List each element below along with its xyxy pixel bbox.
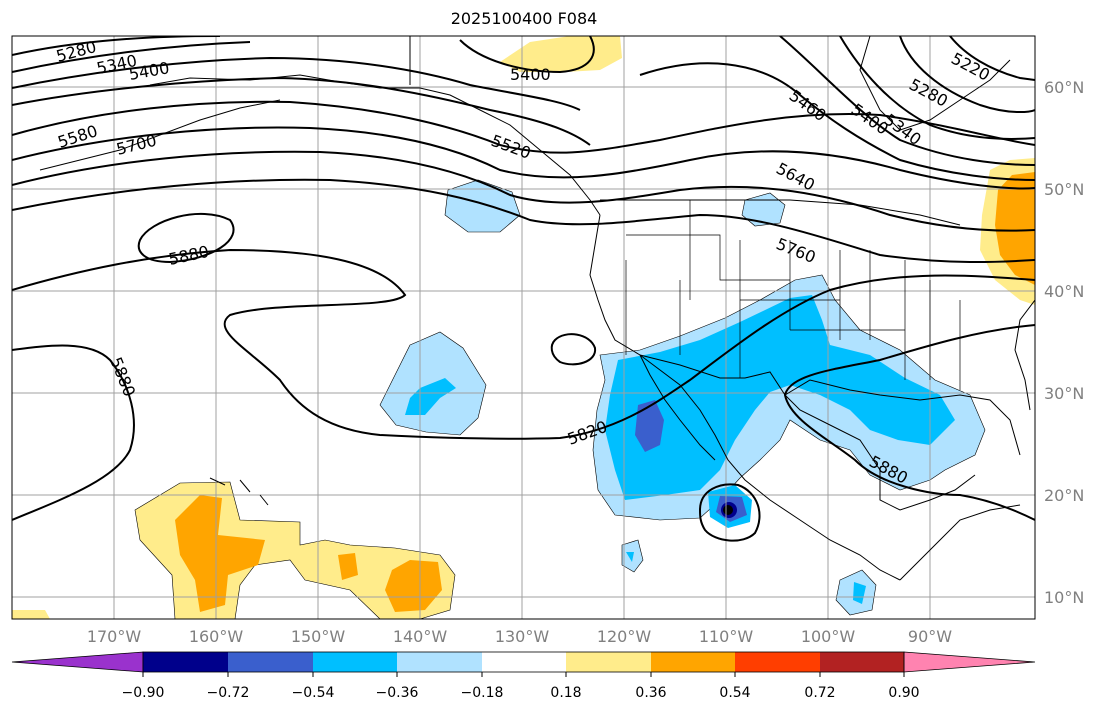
lat-label: 60°N	[1044, 78, 1084, 97]
colorbar-segment	[820, 652, 904, 672]
shade-blue-mexico	[605, 295, 955, 500]
graticule	[12, 36, 1035, 619]
shade-blue-small-1	[626, 552, 634, 562]
lon-label: 160°W	[189, 627, 244, 646]
colorbar-tick-label: 0.18	[550, 685, 581, 701]
lat-label: 40°N	[1044, 282, 1084, 301]
lat-label: 20°N	[1044, 486, 1084, 505]
colorbar-tick-label: 0.54	[719, 685, 750, 701]
contour-5280-east	[899, 36, 1035, 113]
contour-5640	[12, 126, 1035, 190]
coast-baja	[639, 354, 716, 461]
colorbar-tick-label: −0.54	[292, 685, 335, 701]
lon-label: 150°W	[291, 627, 346, 646]
contour-5880-cyclone	[698, 483, 761, 542]
shade-dark-blue-baja	[635, 400, 664, 452]
coast-gulf-north	[784, 379, 1021, 456]
colorbar-extend-low	[11, 651, 144, 673]
map-frame	[11, 35, 1036, 620]
positive-anomaly-fields	[12, 36, 1035, 619]
colorbar-tick-label: 0.72	[804, 685, 835, 701]
lon-label: 110°W	[699, 627, 754, 646]
height-contours	[12, 36, 1035, 542]
contour-5220-east	[949, 36, 1035, 81]
shade-yellow-corner	[12, 610, 50, 619]
shade-orange-hawaii-1	[175, 495, 265, 612]
shade-blue-pacific	[405, 378, 456, 415]
colorbar-tick-label: 0.90	[888, 685, 919, 701]
colorbar-tick-label: 0.36	[635, 685, 666, 701]
colorbar-segment	[566, 652, 651, 672]
shade-light-blue-nw	[741, 192, 786, 227]
lon-label: 140°W	[393, 627, 448, 646]
lon-label: 120°W	[597, 627, 652, 646]
contour-5760	[12, 178, 1035, 264]
contour-5700	[12, 150, 1035, 232]
contour-label: 5400	[510, 65, 551, 84]
colorbar-segment	[651, 652, 735, 672]
lat-label: 50°N	[1044, 180, 1084, 199]
colorbar-tick-label: −0.72	[207, 685, 250, 701]
colorbar-ticks	[142, 672, 905, 677]
colorbar-tick-label: −0.18	[461, 685, 504, 701]
shade-orange-east	[995, 172, 1035, 285]
colorbar-tick-label: −0.36	[376, 685, 419, 701]
longitude-labels: 170°W 160°W 150°W 140°W 130°W 120°W 110°…	[87, 627, 952, 646]
coast-hudson	[859, 36, 1011, 131]
colorbar-segment	[397, 652, 482, 672]
coastlines	[39, 36, 1035, 581]
colorbar: −0.90 −0.72 −0.54 −0.36 −0.18 0.18 0.36 …	[11, 651, 1036, 701]
contour-5400-north	[459, 36, 595, 74]
negative-anomaly-fields	[379, 179, 986, 616]
colorbar-segment	[482, 652, 566, 672]
shade-blue-small-2	[853, 582, 866, 604]
contour-5460-west	[12, 76, 591, 146]
state-borders	[625, 200, 961, 390]
contour-5340-west	[12, 41, 251, 73]
colorbar-segment	[735, 652, 820, 672]
contour-5400-west	[12, 56, 581, 111]
contour-5400-east	[779, 36, 1035, 166]
contour-5820	[12, 248, 1035, 440]
colorbar-extend-high	[903, 651, 1036, 673]
contour-5580	[12, 100, 1035, 154]
shade-yellow-north	[500, 36, 622, 72]
contour-5880-east	[783, 324, 1035, 521]
lat-label: 30°N	[1044, 384, 1084, 403]
shade-orange-hawaii-3	[385, 560, 442, 612]
lon-label: 130°W	[495, 627, 550, 646]
latitude-labels: 60°N 50°N 40°N 30°N 20°N 10°N	[1044, 78, 1084, 607]
lon-label: 100°W	[801, 627, 856, 646]
shade-light-blue-north	[444, 179, 521, 233]
colorbar-frame	[142, 651, 905, 673]
colorbar-segment	[228, 652, 313, 672]
shade-cyclone-eye	[723, 505, 733, 515]
lat-label: 10°N	[1044, 588, 1084, 607]
coast-west-north-america	[589, 214, 901, 581]
border-us-mexico	[639, 354, 786, 396]
coast-east-north-america	[1014, 299, 1035, 411]
lon-label: 90°W	[908, 627, 952, 646]
colorbar-segment	[313, 652, 397, 672]
contour-5880-west	[12, 344, 135, 521]
contour-5340-east	[839, 36, 1035, 140]
colorbar-segment	[143, 652, 228, 672]
coast-hawaii	[209, 477, 269, 506]
contour-5880-loop-small	[550, 333, 597, 366]
map-title: 2025100400 F084	[450, 9, 598, 28]
lon-label: 170°W	[87, 627, 142, 646]
border-canada-us	[600, 199, 961, 226]
shade-orange-hawaii-2	[338, 553, 358, 580]
colorbar-tick-label: −0.90	[122, 685, 165, 701]
coast-aleutians	[39, 99, 281, 171]
coast-central-america	[899, 504, 1021, 581]
contour-5460-east	[639, 62, 1035, 181]
